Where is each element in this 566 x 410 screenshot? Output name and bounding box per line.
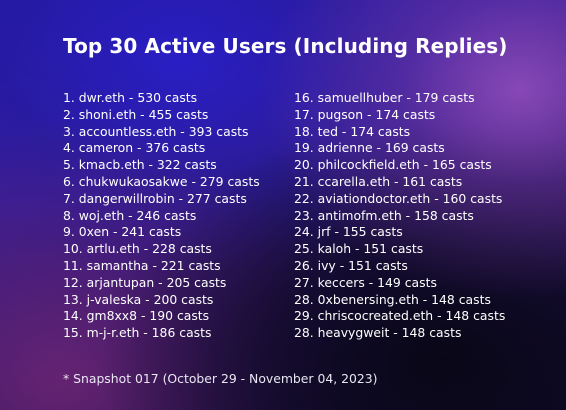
list-item: 12. arjantupan - 205 casts — [63, 274, 227, 290]
user-list-left: 1. dwr.eth - 530 casts 2. shoni.eth - 45… — [63, 90, 260, 342]
list-item: 23. antimofm.eth - 158 casts — [294, 207, 474, 223]
snapshot-footnote: * Snapshot 017 (October 29 - November 04… — [63, 371, 378, 386]
list-item: 14. gm8xx8 - 190 casts — [63, 308, 210, 324]
list-item: 25. kaloh - 151 casts — [294, 241, 424, 257]
list-item: 16. samuellhuber - 179 casts — [294, 90, 475, 105]
list-item: 24. jrf - 155 casts — [294, 224, 403, 240]
list-item: 2. shoni.eth - 455 casts — [63, 106, 209, 122]
list-item: 7. dangerwillrobin - 277 casts — [63, 190, 247, 206]
list-item: 21. ccarella.eth - 161 casts — [294, 173, 463, 189]
list-item: 15. m-j-r.eth - 186 casts — [63, 325, 212, 341]
list-item: 10. artlu.eth - 228 casts — [63, 241, 212, 257]
list-item: 5. kmacb.eth - 322 casts — [63, 157, 217, 173]
user-list-right: 16. samuellhuber - 179 casts 17. pugson … — [294, 90, 505, 342]
list-item: 26. ivy - 151 casts — [294, 257, 408, 273]
list-item: 27. keccers - 149 casts — [294, 274, 437, 290]
list-item: 4. cameron - 376 casts — [63, 140, 206, 156]
list-item: 19. adrienne - 169 casts — [294, 140, 445, 156]
list-item: 17. pugson - 174 casts — [294, 106, 436, 122]
list-item: 22. aviationdoctor.eth - 160 casts — [294, 190, 503, 206]
list-item: 28. heavygweit - 148 casts — [294, 325, 462, 341]
page-title: Top 30 Active Users (Including Replies) — [63, 34, 508, 58]
list-item: 8. woj.eth - 246 casts — [63, 207, 197, 223]
list-item: 11. samantha - 221 casts — [63, 257, 221, 273]
list-item: 6. chukwukaosakwe - 279 casts — [63, 173, 260, 189]
list-item: 13. j-valeska - 200 casts — [63, 291, 214, 307]
list-item: 20. philcockfield.eth - 165 casts — [294, 157, 492, 173]
list-item: 1. dwr.eth - 530 casts — [63, 90, 198, 105]
list-item: 18. ted - 174 casts — [294, 123, 411, 139]
list-item: 28. 0xbenersing.eth - 148 casts — [294, 291, 491, 307]
list-item: 9. 0xen - 241 casts — [63, 224, 182, 240]
list-item: 3. accountless.eth - 393 casts — [63, 123, 249, 139]
list-item: 29. chriscocreated.eth - 148 casts — [294, 308, 506, 324]
